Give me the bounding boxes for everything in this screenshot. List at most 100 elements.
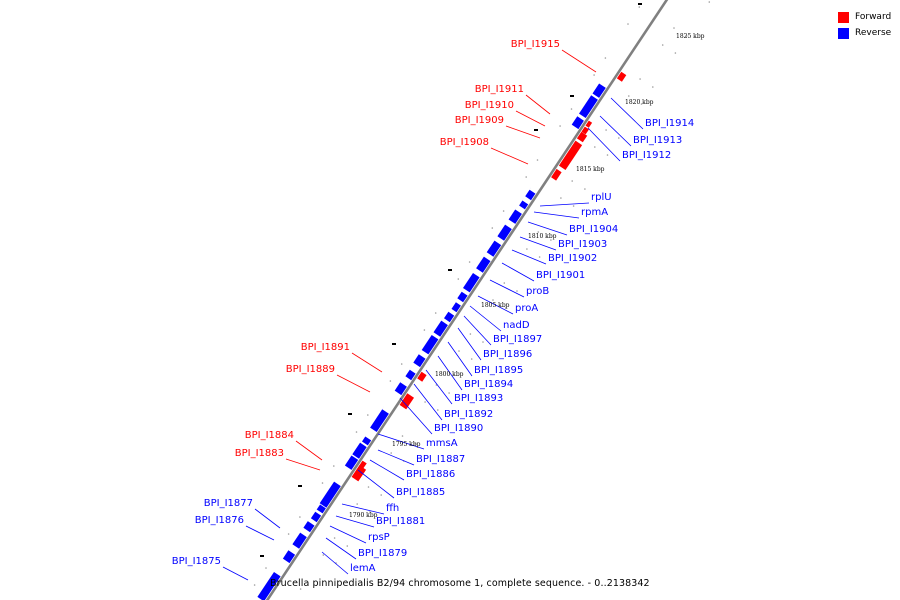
gene-label-BPI_I1897: BPI_I1897 [493, 334, 542, 345]
gene-face-BPI_I1911 [588, 119, 595, 128]
gene-label-lemA: lemA [350, 563, 376, 574]
dot [604, 57, 607, 59]
gene-face-ffh [316, 501, 323, 510]
dot [673, 27, 675, 29]
gene-BPI_I1892 [394, 382, 407, 396]
leader-lemA [321, 551, 349, 575]
dot [356, 503, 359, 505]
leader-BPI_I1902 [511, 249, 547, 265]
gene-label-BPI_I1884: BPI_I1884 [245, 430, 294, 441]
dot [640, 103, 643, 105]
leader-BPI_I1910 [515, 110, 546, 127]
dot [482, 341, 484, 343]
gene-label-BPI_I1903: BPI_I1903 [558, 239, 607, 250]
dot [503, 282, 506, 284]
chromosome-axis [265, 0, 669, 600]
leader-ffh [341, 503, 385, 515]
dot [414, 443, 417, 445]
leader-rplU [539, 202, 590, 207]
dot [605, 129, 607, 131]
sequence-caption: Brucella pinnipedialis B2/94 chromosome … [270, 578, 650, 589]
gene-nadD [451, 302, 461, 313]
dot [367, 486, 370, 488]
gene-label-BPI_I1896: BPI_I1896 [483, 349, 532, 360]
leader-BPI_I1884 [295, 440, 323, 461]
scale-ticks: 1825 kbp 1820 kbp 1815 kbp 1810 kbp 1805 kbp… [349, 33, 705, 519]
scale-tick-label: 1815 kbp [576, 166, 605, 173]
gene-label-BPI_I1895: BPI_I1895 [474, 365, 523, 376]
scale-tick-label: 1795 kbp [392, 441, 421, 448]
dot [492, 299, 494, 301]
gene-BPI_I1912 [571, 116, 584, 130]
dot [491, 227, 494, 229]
gene-blocks [257, 71, 629, 600]
leader-BPI_I1901 [501, 262, 535, 282]
leader-BPI_I1915 [561, 49, 597, 73]
dot [661, 44, 664, 46]
gene-face-BPI_I1904 [508, 206, 518, 220]
gene-BPI_I1887 [352, 442, 367, 459]
gene-ffh [316, 504, 326, 514]
gene-face-rpsP [303, 518, 310, 528]
dot [322, 554, 325, 556]
dot [265, 567, 267, 569]
dot [570, 108, 573, 110]
leader-BPI_I1879 [325, 537, 357, 560]
dot [321, 482, 324, 484]
gene-face-BPI_I1886 [344, 452, 354, 466]
gene-label-BPI_I1910: BPI_I1910 [465, 100, 514, 111]
gene-rpmA [519, 200, 529, 210]
gene-BPI_I1886 [344, 455, 359, 470]
leader-BPI_I1891 [351, 352, 383, 373]
gene-label-BPI_I1915: BPI_I1915 [511, 39, 560, 50]
gene-face-BPI_I1894 [413, 351, 421, 363]
gene-face-BPI_I1910 [585, 126, 591, 135]
gene-face-lemA [282, 547, 291, 559]
dot [537, 231, 540, 233]
legend-reverse: Reverse [838, 25, 891, 41]
background-dots [253, 1, 711, 590]
gene-label-nadD: nadD [503, 320, 530, 331]
dot [628, 95, 630, 97]
dot [652, 86, 654, 88]
forward-swatch [838, 11, 849, 23]
marker-dash [260, 555, 264, 557]
gene-face-BPI_I1908 [565, 142, 585, 170]
gene-BPI_I1883 [351, 465, 367, 482]
dot [299, 516, 301, 518]
gene-BPI_I1908 [558, 140, 583, 170]
marker-dash [448, 269, 452, 271]
dot [457, 278, 460, 280]
gene-BPI_I1913 [579, 95, 598, 118]
dot [367, 414, 369, 416]
dot [287, 533, 290, 535]
dot [369, 511, 371, 513]
gene-label-BPI_I1886: BPI_I1886 [406, 469, 455, 480]
dot [560, 197, 562, 199]
legend: Forward Reverse [838, 9, 891, 41]
label-leaders [222, 49, 644, 581]
dot [434, 312, 437, 314]
gene-proA [457, 291, 468, 303]
dot [423, 329, 426, 331]
dot [253, 584, 256, 586]
marker-dash [570, 95, 574, 97]
gene-label-BPI_I1879: BPI_I1879 [358, 548, 407, 559]
gene-face-BPI_I1912 [571, 113, 580, 125]
dot [708, 1, 711, 3]
gene-face-BPI_I1875 [257, 569, 276, 597]
gene-labels: BPI_I1915 BPI_I1911 BPI_I1910 BPI_I1909 BPI_… [172, 39, 695, 574]
dot [572, 205, 575, 207]
gene-BPI_I1881 [310, 511, 322, 523]
dot [299, 588, 302, 590]
gene-BPI_I1915 [616, 71, 627, 82]
leader-BPI_I1895 [447, 341, 473, 377]
dot [593, 74, 595, 76]
gene-label-proA: proA [515, 303, 538, 314]
gene-label-BPI_I1908: BPI_I1908 [440, 137, 489, 148]
gene-label-BPI_I1912: BPI_I1912 [622, 150, 671, 161]
gene-BPI_I1875 [257, 572, 281, 600]
legend-forward: Forward [838, 9, 891, 25]
gene-proB [463, 273, 480, 293]
leader-BPI_I1896 [457, 327, 482, 361]
